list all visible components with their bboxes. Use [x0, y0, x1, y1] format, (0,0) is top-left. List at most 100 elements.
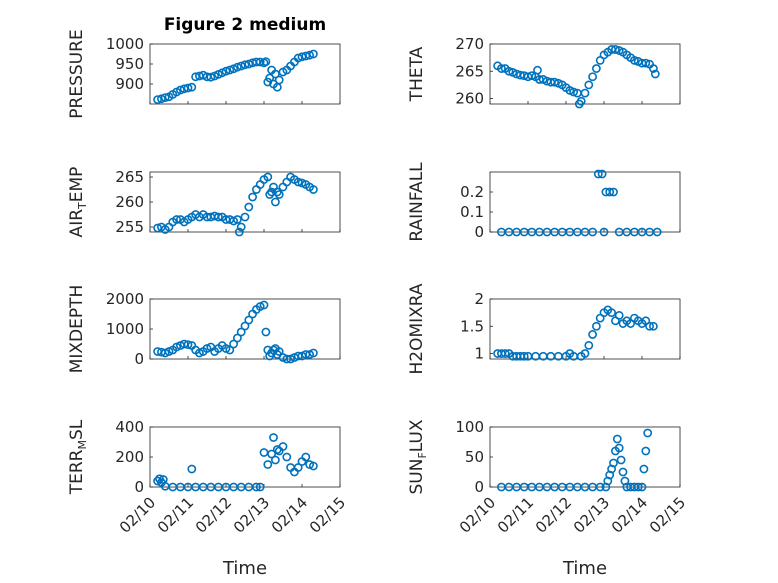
data-point	[240, 60, 250, 70]
axes-box	[149, 171, 341, 233]
data-point	[605, 187, 615, 197]
data-point	[187, 464, 197, 474]
data-point	[301, 452, 311, 462]
subplot-2: 260 265 270 THETA	[407, 35, 681, 109]
data-point	[588, 72, 597, 82]
data-point	[293, 177, 303, 187]
data-point	[580, 349, 590, 358]
data-point	[533, 65, 542, 75]
y-tick-label: 1000	[106, 320, 144, 338]
y-tick-label: 100	[455, 418, 484, 436]
data-point	[240, 212, 250, 222]
data-point	[229, 339, 238, 349]
y-axis-label: RAINFALL	[407, 162, 427, 242]
y-tick-label: 2000	[106, 290, 144, 308]
axes-box	[149, 426, 341, 488]
y-tick-label: 2	[474, 290, 484, 308]
data-point	[308, 348, 318, 358]
data-point	[265, 73, 275, 83]
data-point	[576, 96, 586, 106]
y-axis-label: H2OMIXRA	[407, 283, 427, 374]
x-tick-label: 02/11	[494, 493, 537, 536]
y-tick-label: 0	[134, 350, 144, 368]
y-tick-label: 0.1	[460, 203, 484, 221]
x-axis-label: Time	[562, 558, 607, 579]
data-point	[308, 49, 318, 59]
x-tick-label: 02/13	[570, 493, 613, 536]
data-point	[649, 321, 658, 331]
data-point	[592, 321, 601, 331]
data-point	[652, 227, 662, 237]
subplot-4: 0 0.1 0.2 RAINFALL	[407, 162, 681, 242]
data-point	[282, 452, 292, 462]
data-point	[244, 59, 254, 69]
y-tick-label: 270	[455, 35, 484, 53]
y-tick-label: 265	[455, 62, 484, 80]
data-point	[595, 482, 605, 492]
y-axis-label: PRESSURE	[67, 29, 87, 118]
data-point	[274, 75, 284, 85]
y-tick-label: 255	[115, 218, 144, 236]
data-point	[232, 215, 242, 224]
data-point	[633, 482, 643, 492]
data-point	[225, 65, 235, 75]
y-axis-label: THETA	[407, 46, 427, 102]
data-point	[614, 310, 624, 320]
data-point	[500, 349, 510, 358]
data-point	[496, 64, 506, 73]
data-point	[616, 455, 626, 465]
data-point	[274, 190, 284, 199]
y-tick-label: 50	[465, 448, 484, 466]
x-tick-label: 02/12	[532, 493, 575, 536]
data-point	[584, 340, 594, 350]
data-point	[244, 315, 254, 325]
data-point	[232, 62, 242, 72]
x-tick-label: 02/15	[306, 493, 349, 536]
x-tick-label: 02/12	[192, 493, 235, 536]
y-tick-label: 260	[455, 90, 484, 108]
y-tick-label: 400	[115, 418, 144, 436]
data-point	[609, 187, 618, 197]
y-tick-label: 0.2	[460, 183, 484, 201]
y-axis-label: AIRTEMP	[67, 167, 89, 238]
data-point	[584, 80, 594, 90]
data-point	[263, 172, 273, 182]
data-point	[588, 330, 597, 339]
x-tick-label: 02/14	[608, 493, 651, 536]
x-tick-label: 02/11	[154, 493, 197, 536]
y-tick-label: 1	[474, 345, 484, 363]
data-point	[183, 340, 193, 349]
x-axis-label: Time	[222, 558, 267, 579]
data-point	[270, 197, 280, 207]
data-point	[301, 51, 311, 61]
data-point	[639, 464, 649, 474]
subplot-6: 1 1.5 2 H2OMIXRA	[407, 283, 681, 375]
data-point	[612, 434, 622, 444]
y-tick-label: 260	[115, 193, 144, 211]
data-point	[580, 88, 590, 98]
y-tick-label: 1000	[106, 35, 144, 53]
data-point	[527, 71, 537, 81]
axes-box	[489, 171, 681, 233]
data-point	[599, 227, 609, 237]
data-point	[637, 482, 647, 492]
y-axis-label: MIXDEPTH	[67, 285, 87, 374]
data-point	[263, 460, 273, 469]
y-tick-label: 265	[115, 168, 144, 186]
y-tick-label: 200	[115, 448, 144, 466]
data-point	[261, 57, 271, 66]
data-point	[641, 58, 651, 68]
data-point	[593, 169, 603, 179]
data-point	[240, 321, 250, 331]
data-point	[614, 443, 624, 453]
subplot-1: 900 950 1000 PRESSURE Figure 2 medium	[67, 15, 341, 119]
data-point	[588, 227, 597, 237]
data-point	[293, 53, 303, 63]
data-point	[225, 345, 235, 355]
data-point	[269, 433, 278, 442]
data-point	[232, 333, 242, 343]
subplot-5: 0 1000 2000 MIXDEPTH	[67, 285, 341, 374]
chart-title: Figure 2 medium	[164, 15, 326, 35]
x-tick-label: 02/13	[230, 493, 273, 536]
